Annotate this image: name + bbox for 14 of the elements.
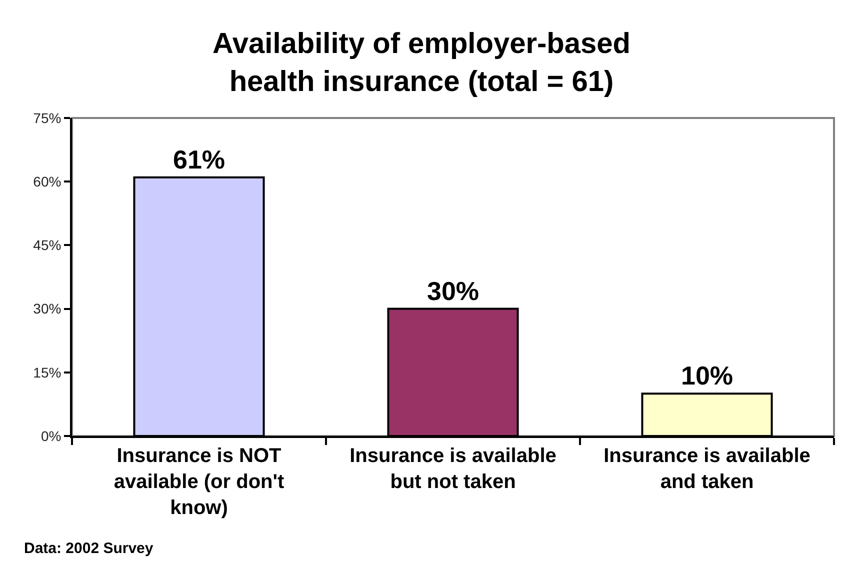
y-tick-label: 0% bbox=[40, 428, 62, 444]
chart-title: Availability of employer-based health insurance (total = 61) bbox=[212, 28, 630, 98]
y-tick-label: 15% bbox=[33, 364, 62, 380]
text: Data: 2002 Survey bbox=[24, 540, 154, 557]
data-label: 30% bbox=[426, 276, 480, 306]
x-tick-label: Insurance is NOT available (or don't know) bbox=[114, 445, 285, 519]
data-label: 10% bbox=[680, 360, 734, 391]
y-tick-label: 75% bbox=[33, 110, 62, 126]
y-tick-label: 30% bbox=[33, 300, 62, 317]
x-tick-label: Insurance is available and taken bbox=[604, 445, 810, 493]
y-tick-label: 45% bbox=[33, 237, 62, 254]
data-label: 61% bbox=[172, 144, 226, 174]
y-tick-label: 60% bbox=[33, 174, 62, 190]
x-tick-label: Insurance is available but not taken bbox=[350, 445, 556, 493]
